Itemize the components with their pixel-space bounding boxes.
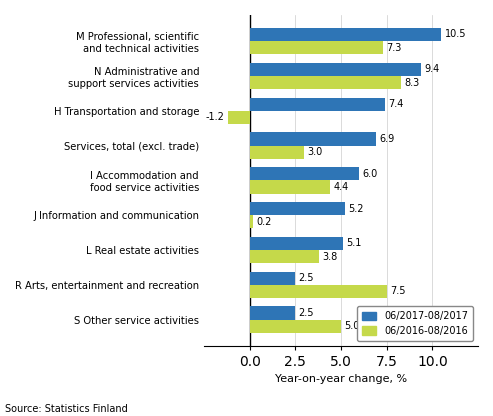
Bar	[249, 28, 441, 41]
Text: 0.2: 0.2	[256, 217, 272, 227]
Text: 9.4: 9.4	[424, 64, 440, 74]
Text: Source: Statistics Finland: Source: Statistics Finland	[5, 404, 128, 414]
Text: 5.0: 5.0	[344, 321, 360, 331]
Text: 8.3: 8.3	[405, 77, 420, 87]
Text: 6.0: 6.0	[362, 169, 378, 179]
Bar	[249, 272, 295, 285]
Bar	[249, 167, 359, 181]
Text: 7.3: 7.3	[387, 43, 402, 53]
Bar	[249, 76, 401, 89]
Bar	[249, 146, 305, 159]
Bar	[249, 285, 387, 298]
Text: 6.9: 6.9	[379, 134, 394, 144]
Bar	[249, 63, 422, 76]
Bar	[249, 181, 330, 193]
X-axis label: Year-on-year change, %: Year-on-year change, %	[275, 374, 407, 384]
Text: 7.5: 7.5	[390, 287, 405, 297]
Text: -1.2: -1.2	[206, 112, 224, 122]
Bar	[249, 319, 341, 333]
Text: 3.8: 3.8	[322, 252, 338, 262]
Bar	[249, 41, 383, 54]
Text: 7.4: 7.4	[388, 99, 403, 109]
Text: 10.5: 10.5	[445, 30, 466, 40]
Text: 5.2: 5.2	[348, 203, 363, 213]
Bar	[249, 237, 343, 250]
Text: 5.1: 5.1	[346, 238, 361, 248]
Bar	[249, 215, 253, 228]
Bar	[249, 132, 376, 146]
Legend: 06/2017-08/2017, 06/2016-08/2016: 06/2017-08/2017, 06/2016-08/2016	[357, 306, 473, 341]
Bar	[249, 307, 295, 319]
Bar	[228, 111, 249, 124]
Bar	[249, 202, 345, 215]
Bar	[249, 250, 319, 263]
Text: 2.5: 2.5	[299, 273, 314, 283]
Text: 3.0: 3.0	[308, 147, 323, 157]
Text: 2.5: 2.5	[299, 308, 314, 318]
Bar	[249, 97, 385, 111]
Text: 4.4: 4.4	[333, 182, 349, 192]
